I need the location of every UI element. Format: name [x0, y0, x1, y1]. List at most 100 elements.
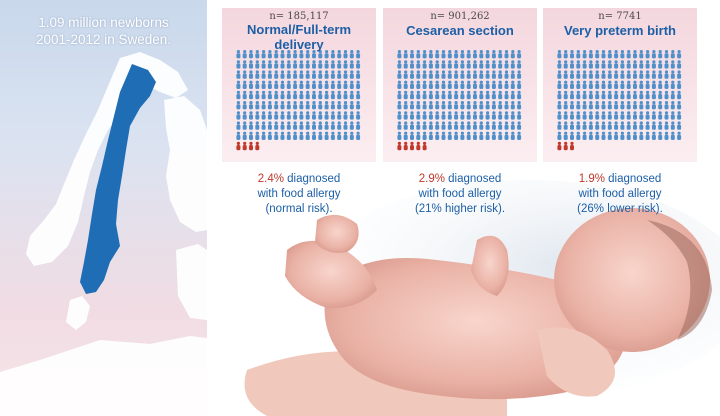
baby-icon	[305, 121, 310, 130]
baby-icon	[498, 111, 503, 120]
baby-icon	[261, 121, 266, 130]
baby-icon	[645, 131, 650, 140]
baby-icon	[249, 80, 253, 89]
baby-icon	[280, 131, 285, 140]
baby-icon	[491, 90, 496, 100]
baby-icon	[312, 121, 316, 130]
baby-icon	[324, 80, 329, 89]
baby-icon	[466, 60, 471, 69]
baby-icon	[466, 131, 471, 140]
baby-icon	[485, 101, 490, 110]
stat-full-term: 2.4% diagnosed with food allergy (normal…	[219, 172, 379, 217]
baby-icon	[473, 60, 477, 69]
baby-icon	[491, 101, 496, 110]
stat-cesarean: 2.9% diagnosed with food allergy (21% hi…	[380, 172, 540, 217]
baby-icon	[517, 60, 522, 69]
icon-grid-cesarean	[397, 50, 522, 151]
baby-icon-allergy	[410, 141, 414, 151]
baby-icon	[299, 131, 304, 140]
baby-icon	[645, 121, 650, 130]
baby-icon	[601, 111, 606, 120]
panel-full-term: n= 185,117 Normal/Full-term delivery	[222, 8, 376, 162]
baby-icon	[633, 121, 637, 130]
baby-icon	[416, 90, 421, 100]
baby-icon	[312, 70, 316, 79]
baby-icon	[479, 60, 484, 69]
baby-icon	[293, 131, 298, 140]
baby-icon	[236, 90, 241, 100]
baby-icon	[435, 111, 440, 120]
baby-icon	[330, 50, 335, 59]
baby-icon	[274, 60, 279, 69]
baby-icon	[460, 90, 465, 100]
baby-icon	[626, 90, 631, 100]
baby-icon	[466, 80, 471, 89]
baby-icon	[607, 101, 612, 110]
baby-icon	[330, 131, 335, 140]
baby-icon	[249, 101, 253, 110]
baby-icon	[242, 90, 247, 100]
baby-icon	[267, 131, 272, 140]
baby-icon	[651, 111, 656, 120]
baby-icon	[255, 111, 260, 120]
baby-icon	[645, 80, 650, 89]
baby-icon	[620, 121, 625, 130]
baby-icon	[504, 90, 509, 100]
stat-line1: 1.9% diagnosed	[540, 172, 700, 187]
baby-icon	[330, 70, 335, 79]
baby-icon	[557, 121, 562, 130]
baby-icon	[670, 50, 675, 59]
baby-icon	[454, 60, 459, 69]
baby-icon	[349, 121, 354, 130]
baby-icon	[286, 90, 291, 100]
baby-icon	[337, 90, 342, 100]
baby-hair	[647, 220, 712, 340]
baby-icon	[460, 111, 465, 120]
baby-icon	[607, 111, 612, 120]
baby-icon-allergy	[397, 141, 402, 151]
baby-icon	[349, 80, 354, 89]
baby-icon	[517, 70, 522, 79]
baby-icon	[255, 131, 260, 140]
baby-icon	[473, 131, 477, 140]
baby-icon	[242, 121, 247, 130]
baby-icon	[466, 50, 471, 59]
baby-icon	[330, 80, 335, 89]
baby-icon	[517, 111, 522, 120]
stat-percentage: 1.9%	[578, 173, 605, 185]
baby-icon	[261, 111, 266, 120]
baby-icon	[397, 80, 402, 89]
baby-icon	[664, 131, 669, 140]
baby-icon	[236, 101, 241, 110]
baby-icon	[280, 90, 285, 100]
baby-icon	[595, 101, 600, 110]
baby-icon	[582, 121, 587, 130]
baby-icon	[504, 50, 509, 59]
baby-icon	[312, 60, 316, 69]
baby-icon	[626, 80, 631, 89]
baby-icon	[498, 101, 503, 110]
baby-icon	[633, 101, 637, 110]
baby-icon	[557, 90, 562, 100]
baby-icon	[410, 60, 414, 69]
baby-icon	[261, 70, 266, 79]
baby-icon	[504, 131, 509, 140]
baby-icon	[435, 50, 440, 59]
baby-icon	[305, 111, 310, 120]
baby-icon	[479, 131, 484, 140]
baby-icon	[397, 111, 402, 120]
baby-icon	[337, 70, 342, 79]
baby-icon	[343, 50, 348, 59]
baby-icon	[324, 111, 329, 120]
baby-icon	[261, 101, 266, 110]
baby-icon	[318, 50, 323, 59]
baby-icon	[261, 131, 266, 140]
baby-icon	[677, 70, 682, 79]
baby-icon	[601, 131, 606, 140]
stat-percentage: 2.4%	[257, 173, 284, 185]
denmark-land	[66, 296, 90, 330]
baby-icon-allergy	[422, 141, 427, 151]
baby-icon	[570, 101, 574, 110]
baby-icon	[410, 90, 414, 100]
baby-icon	[397, 50, 402, 59]
